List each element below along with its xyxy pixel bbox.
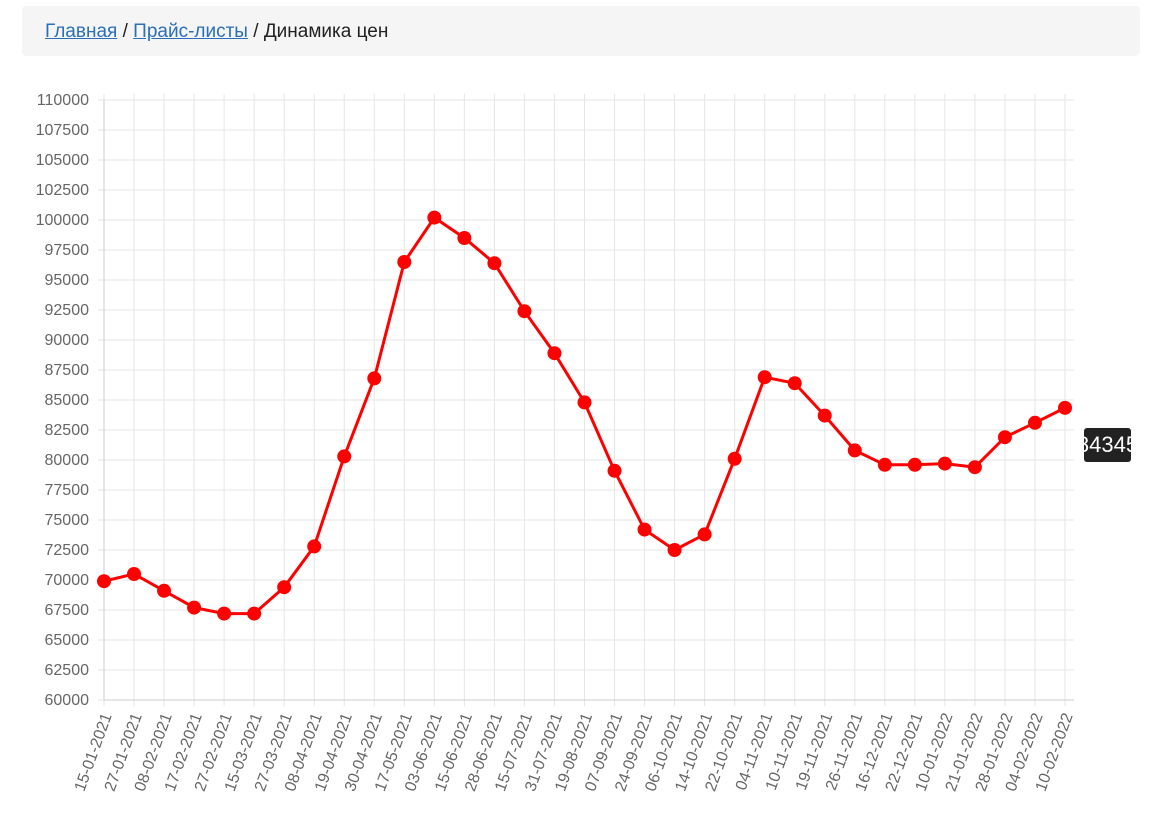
data-point	[517, 304, 532, 319]
data-point	[487, 256, 502, 271]
tooltip: 84345	[1077, 428, 1138, 462]
data-point	[337, 449, 352, 464]
y-tick-label: 105000	[36, 152, 89, 169]
data-point	[607, 463, 622, 478]
y-tick-label: 110000	[37, 92, 89, 109]
breadcrumb-link[interactable]: Прайс-листы	[133, 21, 248, 42]
data-point	[127, 567, 142, 581]
y-tick-label: 70000	[45, 572, 90, 589]
breadcrumb-link[interactable]: Главная	[45, 21, 118, 42]
data-point	[217, 606, 232, 621]
data-point	[757, 370, 772, 385]
y-tick-label: 97500	[45, 242, 90, 259]
y-tick-label: 102500	[36, 182, 89, 199]
breadcrumb-separator: /	[122, 21, 128, 42]
y-tick-label: 87500	[45, 362, 90, 379]
y-tick-label: 85000	[45, 392, 90, 409]
data-point	[847, 443, 862, 458]
y-tick-label: 100000	[36, 212, 89, 229]
data-point	[547, 346, 562, 361]
data-point	[97, 574, 111, 589]
y-tick-label: 72500	[45, 542, 90, 559]
y-tick-label: 65000	[45, 632, 90, 649]
y-tick-label: 82500	[45, 422, 90, 439]
y-tick-label: 80000	[45, 452, 90, 469]
data-point	[697, 527, 712, 542]
data-point	[877, 457, 892, 472]
y-tick-label: 75000	[45, 512, 90, 529]
data-point	[787, 376, 802, 391]
data-point	[667, 543, 682, 557]
y-tick-label: 92500	[45, 302, 90, 319]
data-point	[187, 600, 202, 615]
tooltip-box	[1084, 428, 1131, 462]
data-point	[907, 457, 922, 472]
data-point	[307, 539, 322, 554]
tooltip-value: 84345	[1077, 432, 1138, 457]
data-point	[397, 255, 412, 269]
data-point	[937, 456, 952, 471]
y-tick-label: 67500	[45, 602, 90, 619]
y-tick-label: 77500	[45, 482, 90, 499]
data-point	[997, 430, 1012, 445]
data-point	[1058, 400, 1072, 415]
data-point	[457, 231, 472, 245]
breadcrumb: Главная / Прайс-листы / Динамика цен	[22, 6, 1140, 56]
y-tick-label: 90000	[45, 332, 90, 349]
data-point	[817, 408, 832, 423]
y-tick-label: 62500	[45, 662, 90, 679]
data-point	[1027, 415, 1042, 430]
y-tick-label: 60000	[45, 692, 90, 709]
data-point	[277, 580, 292, 595]
y-tick-label: 95000	[45, 272, 90, 289]
data-point	[367, 371, 382, 386]
data-point	[727, 451, 742, 466]
data-point	[577, 395, 592, 410]
data-point	[247, 606, 262, 621]
breadcrumb-current: Динамика цен	[263, 21, 389, 42]
breadcrumb-separator: /	[253, 21, 259, 42]
data-point	[157, 583, 172, 598]
y-tick-label: 107500	[36, 122, 89, 139]
data-point	[637, 522, 652, 537]
data-point	[427, 210, 442, 225]
data-point	[967, 460, 982, 475]
